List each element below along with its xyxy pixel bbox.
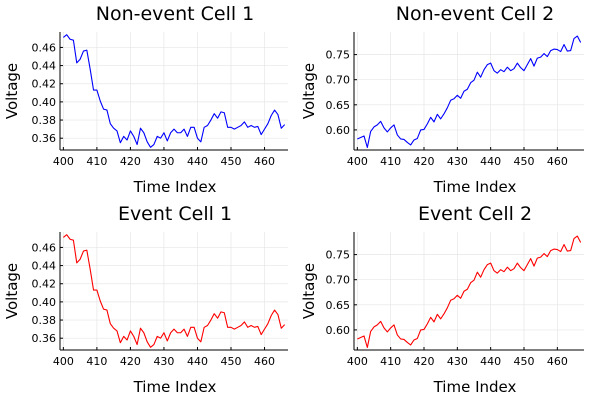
subplot-4: 400 410 420 430 440 450 460 0.60 0.65 0.70 0.75 Eve… — [300, 203, 584, 396]
y-tick-label: 0.46 — [32, 241, 57, 254]
x-tick-label: 450 — [221, 155, 242, 168]
x-tick-label: 460 — [547, 155, 568, 168]
x-tick-label: 430 — [447, 155, 468, 168]
x-tick-label: 410 — [86, 355, 107, 368]
x-axis-label: Time Index — [433, 178, 517, 196]
x-tick-label: 420 — [414, 155, 435, 168]
x-tick-label: 460 — [254, 155, 275, 168]
y-tick-label: 0.44 — [32, 260, 57, 273]
x-tick-label: 450 — [221, 355, 242, 368]
x-tick-label: 420 — [120, 355, 141, 368]
x-tick-label: 460 — [254, 355, 275, 368]
y-tick-label: 0.60 — [326, 124, 351, 137]
y-tick-label: 0.38 — [32, 114, 57, 127]
subplot-title: Non-event Cell 2 — [396, 3, 555, 25]
x-tick-label: 440 — [480, 155, 501, 168]
series-line — [357, 35, 582, 149]
y-axis-label: Voltage — [300, 63, 318, 119]
x-tick-label: 440 — [187, 355, 208, 368]
y-tick-label: 0.36 — [32, 132, 57, 145]
subplot-title: Non-event Cell 1 — [96, 3, 255, 25]
x-tick-label: 410 — [380, 155, 401, 168]
series-line — [63, 234, 286, 348]
x-tick-label: 430 — [153, 355, 174, 368]
y-tick-label: 0.42 — [32, 78, 57, 91]
y-tick-label: 0.70 — [326, 74, 351, 87]
x-axis-label: Time Index — [433, 378, 517, 396]
y-tick-label: 0.65 — [326, 99, 351, 112]
x-tick-label: 430 — [153, 155, 174, 168]
series-line — [357, 235, 582, 349]
x-tick-label: 410 — [380, 355, 401, 368]
x-tick-label: 430 — [447, 355, 468, 368]
y-tick-label: 0.75 — [326, 249, 351, 262]
y-axis-label: Voltage — [3, 63, 21, 119]
y-tick-label: 0.44 — [32, 60, 57, 73]
y-tick-label: 0.46 — [32, 41, 57, 54]
x-tick-label: 440 — [480, 355, 501, 368]
y-tick-label: 0.42 — [32, 278, 57, 291]
y-tick-label: 0.75 — [326, 49, 351, 62]
y-tick-label: 0.70 — [326, 274, 351, 287]
x-tick-label: 460 — [547, 355, 568, 368]
y-tick-label: 0.40 — [32, 96, 57, 109]
x-axis-label: Time Index — [133, 378, 217, 396]
y-tick-label: 0.38 — [32, 314, 57, 327]
x-tick-label: 450 — [514, 355, 535, 368]
y-tick-label: 0.60 — [326, 324, 351, 337]
x-tick-label: 450 — [514, 155, 535, 168]
x-tick-label: 400 — [347, 355, 368, 368]
x-tick-label: 440 — [187, 155, 208, 168]
y-tick-label: 0.65 — [326, 299, 351, 312]
subplot-title: Event Cell 2 — [418, 203, 532, 225]
x-tick-label: 410 — [86, 155, 107, 168]
y-axis-label: Voltage — [300, 263, 318, 319]
x-tick-label: 420 — [414, 355, 435, 368]
y-tick-label: 0.40 — [32, 296, 57, 309]
y-tick-label: 0.36 — [32, 332, 57, 345]
series-line — [63, 34, 286, 148]
subplot-title: Event Cell 1 — [118, 203, 232, 225]
y-axis-label: Voltage — [3, 263, 21, 319]
x-tick-label: 400 — [53, 155, 74, 168]
x-tick-label: 400 — [347, 155, 368, 168]
subplot-1: 400 410 420 430 440 450 460 0.36 0.38 0.40 0.42 0.4… — [3, 3, 288, 196]
x-tick-label: 400 — [53, 355, 74, 368]
subplot-3: 400 410 420 430 440 450 460 0.36 0.38 0.40 0.42 0.4… — [3, 203, 288, 396]
x-tick-label: 420 — [120, 155, 141, 168]
subplot-2: 400 410 420 430 440 450 460 0.60 0.65 0.70 0.75 Non… — [300, 3, 584, 196]
x-axis-label: Time Index — [133, 178, 217, 196]
